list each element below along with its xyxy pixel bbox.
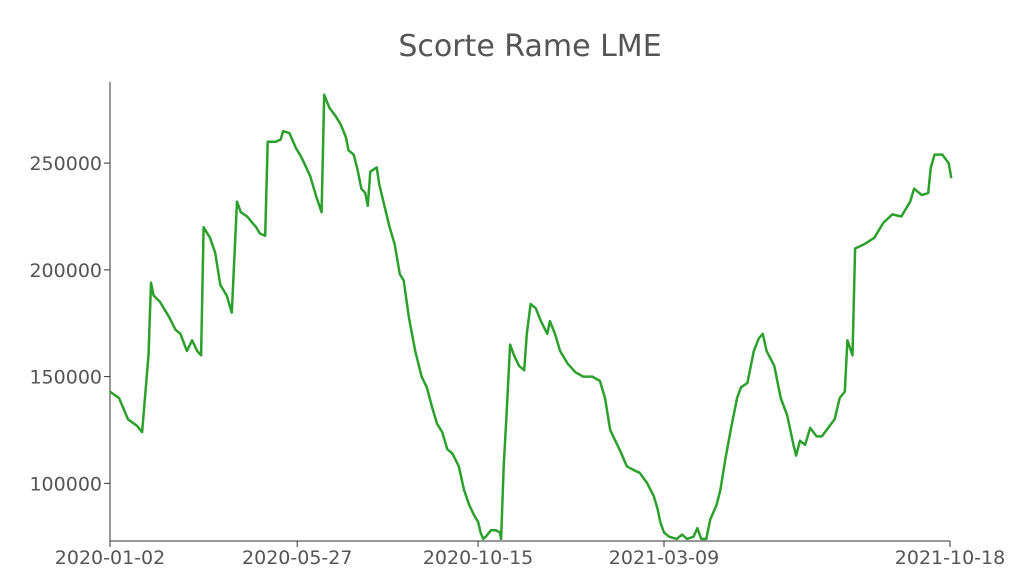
- y-tick-label: 150000: [29, 367, 102, 389]
- y-tick-label: 200000: [29, 260, 102, 282]
- y-tick-label: 250000: [29, 153, 102, 175]
- series-group: [109, 93, 953, 541]
- x-axis-ticks: 2020-01-02 2020-05-27 2020-10-15 2021-03-09…: [55, 541, 1005, 569]
- x-tick-label: 2021-03-09: [609, 547, 719, 569]
- y-tick-label: 100000: [29, 473, 102, 495]
- series-line: [109, 93, 953, 541]
- x-tick-label: 2020-01-02: [55, 547, 165, 569]
- x-tick-label: 2020-05-27: [242, 547, 352, 569]
- chart-title: Scorte Rame LME: [398, 29, 661, 64]
- x-tick-label: 2021-10-18: [895, 547, 1005, 569]
- y-axis-ticks: 100000 150000 200000 250000: [29, 153, 110, 495]
- x-tick-label: 2020-10-15: [423, 547, 533, 569]
